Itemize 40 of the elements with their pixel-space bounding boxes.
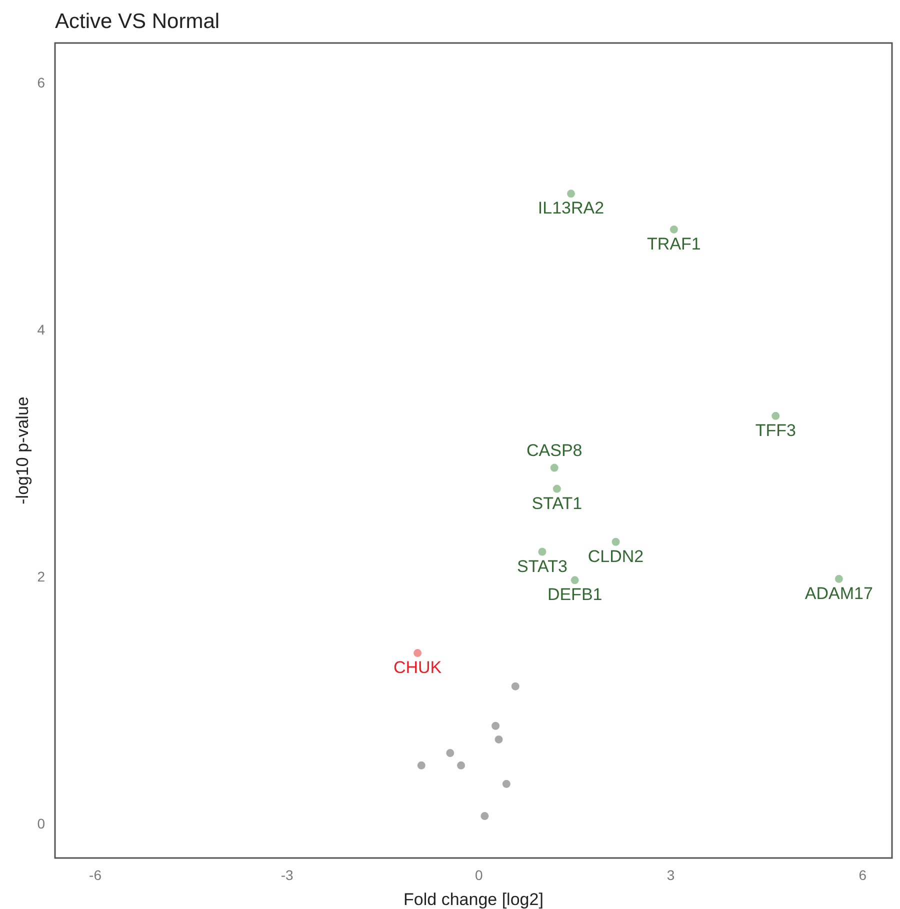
annotation: TFF3 <box>755 420 796 440</box>
y-axis-title: -log10 p-value <box>13 396 32 504</box>
x-tick-label: -6 <box>89 867 102 883</box>
annotation: CASP8 <box>526 440 582 460</box>
annotation: TRAF1 <box>647 234 701 254</box>
x-tick-label: 6 <box>858 867 867 883</box>
point <box>457 761 466 770</box>
y-tick-label: 4 <box>37 321 46 338</box>
x-tick-label: -3 <box>280 867 294 883</box>
annotation: CLDN2 <box>588 546 644 566</box>
chart-title: Active VS Normal <box>55 10 220 33</box>
x-axis-title: Fold change [log2] <box>404 890 544 909</box>
point <box>834 574 843 583</box>
annotation: ADAM17 <box>804 584 873 603</box>
point <box>492 722 500 730</box>
point <box>550 464 558 472</box>
point <box>612 538 620 546</box>
point <box>670 225 678 234</box>
y-tick-label: 0 <box>37 815 46 832</box>
point <box>772 412 780 420</box>
annotation: IL13RA2 <box>538 198 604 218</box>
point <box>567 190 575 198</box>
annotation: DEFB1 <box>547 585 602 604</box>
x-tick-label: 0 <box>475 867 484 883</box>
point <box>414 649 422 657</box>
point <box>511 682 520 690</box>
annotation: CHUK <box>393 658 442 678</box>
point <box>446 749 454 758</box>
annotation: STAT3 <box>517 556 568 576</box>
point <box>417 761 426 770</box>
point <box>552 484 561 493</box>
y-tick-label: 2 <box>37 568 46 584</box>
annotation: STAT1 <box>532 494 582 513</box>
point <box>494 735 503 744</box>
y-tick-label: 6 <box>37 74 46 91</box>
point <box>538 548 546 556</box>
point <box>570 576 579 584</box>
point <box>480 812 489 820</box>
x-tick-label: 3 <box>666 867 675 883</box>
point <box>502 780 510 788</box>
